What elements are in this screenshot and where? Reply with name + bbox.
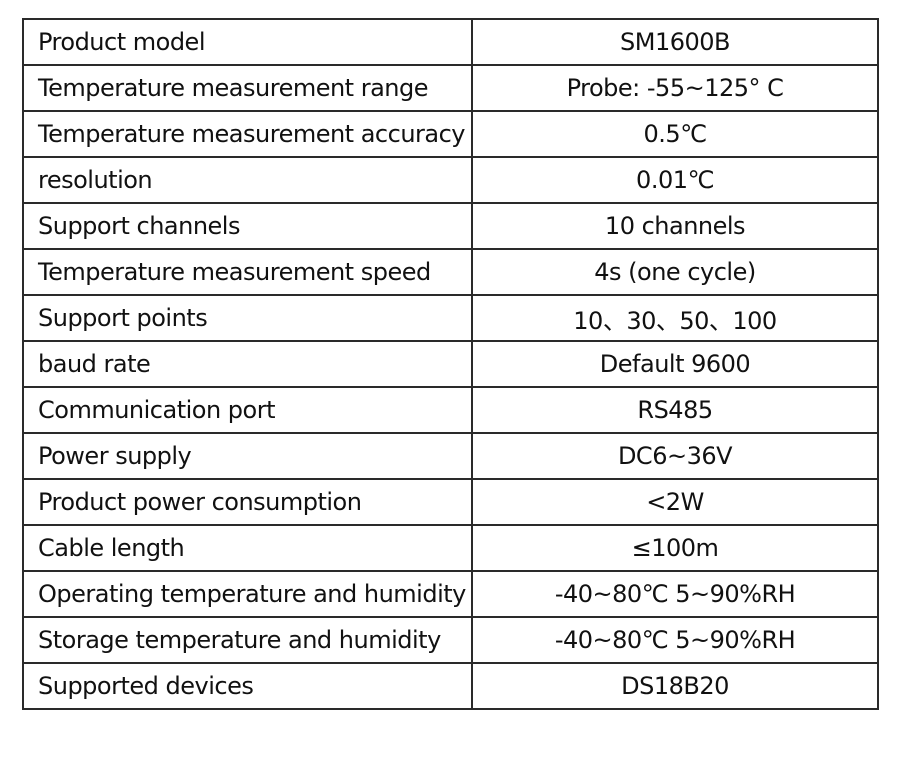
- spec-label: resolution: [22, 156, 473, 204]
- table-row: Product power consumption <2W: [22, 478, 879, 526]
- spec-label: Supported devices: [22, 662, 473, 710]
- spec-value: -40~80℃ 5~90%RH: [471, 616, 879, 664]
- table-row: Operating temperature and humidity -40~80…: [22, 570, 879, 618]
- table-row: Power supply DC6~36V: [22, 432, 879, 480]
- table-row: Temperature measurement range Probe: -55~…: [22, 64, 879, 112]
- spec-value: <2W: [471, 478, 879, 526]
- spec-value: 10 channels: [471, 202, 879, 250]
- table-row: resolution 0.01℃: [22, 156, 879, 204]
- table-row: Temperature measurement speed 4s (one cyc…: [22, 248, 879, 296]
- spec-value: Probe: -55~125° C: [471, 64, 879, 112]
- spec-value: 0.01℃: [471, 156, 879, 204]
- spec-label: Storage temperature and humidity: [22, 616, 473, 664]
- spec-label: Communication port: [22, 386, 473, 434]
- table-body: Product model SM1600B Temperature measurem…: [22, 18, 879, 710]
- spec-label: Temperature measurement range: [22, 64, 473, 112]
- table-row: Temperature measurement accuracy 0.5℃: [22, 110, 879, 158]
- spec-label: Product model: [22, 18, 473, 66]
- spec-label: Support points: [22, 294, 473, 342]
- spec-label: Temperature measurement accuracy: [22, 110, 473, 158]
- table-row: Support points 10、30、50、100: [22, 294, 879, 342]
- spec-value: 10、30、50、100: [471, 294, 879, 342]
- spec-label: Support channels: [22, 202, 473, 250]
- spec-label: Cable length: [22, 524, 473, 572]
- spec-value: 4s (one cycle): [471, 248, 879, 296]
- spec-label: baud rate: [22, 340, 473, 388]
- spec-label: Operating temperature and humidity: [22, 570, 473, 618]
- spec-value: DS18B20: [471, 662, 879, 710]
- spec-value: -40~80℃ 5~90%RH: [471, 570, 879, 618]
- table-row: Cable length ≤100m: [22, 524, 879, 572]
- spec-label: Product power consumption: [22, 478, 473, 526]
- table-row: Support channels 10 channels: [22, 202, 879, 250]
- spec-value: 0.5℃: [471, 110, 879, 158]
- table-row: Storage temperature and humidity -40~80℃ …: [22, 616, 879, 664]
- spec-table: Product model SM1600B Temperature measurem…: [22, 18, 879, 710]
- spec-value: ≤100m: [471, 524, 879, 572]
- table-row: Supported devices DS18B20: [22, 662, 879, 710]
- table-row: Communication port RS485: [22, 386, 879, 434]
- spec-label: Temperature measurement speed: [22, 248, 473, 296]
- spec-value: RS485: [471, 386, 879, 434]
- spec-value: DC6~36V: [471, 432, 879, 480]
- spec-value: SM1600B: [471, 18, 879, 66]
- table-row: Product model SM1600B: [22, 18, 879, 66]
- spec-label: Power supply: [22, 432, 473, 480]
- table-row: baud rate Default 9600: [22, 340, 879, 388]
- spec-value: Default 9600: [471, 340, 879, 388]
